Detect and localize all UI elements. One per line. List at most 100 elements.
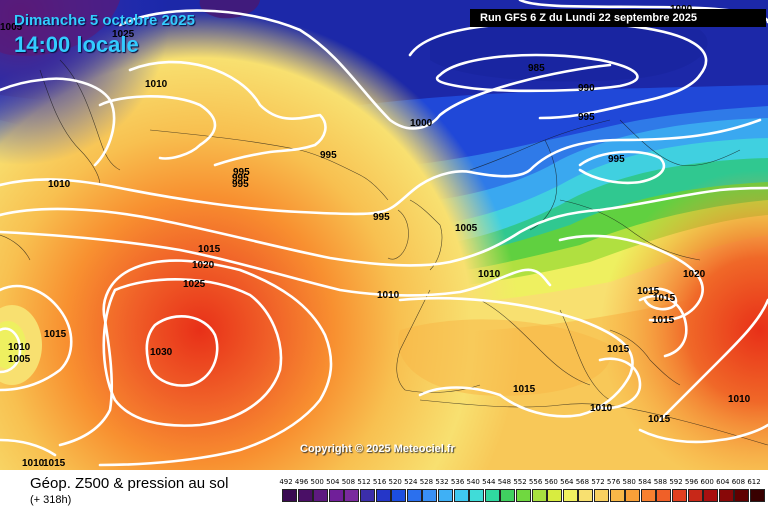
legend-level-label: 556 (528, 478, 543, 486)
pressure-label: 995 (320, 150, 337, 161)
legend-swatch (578, 489, 594, 502)
legend-swatch (453, 489, 469, 502)
legend-swatch (656, 489, 672, 502)
color-legend: 492 496 500 504 508 512 516 520 524 528 532 536 540 5… (279, 478, 765, 510)
legend-level-label: 528 (419, 478, 434, 486)
legend-swatch (718, 489, 734, 502)
pressure-label: 1015 (607, 344, 630, 355)
map-footer: Géop. Z500 & pression au sol (+ 318h) 49… (0, 470, 768, 512)
legend-swatch (375, 489, 391, 502)
legend-level-label: 548 (497, 478, 512, 486)
pressure-label: 1010 (22, 458, 45, 469)
legend-level-label: 612 (747, 478, 761, 486)
pressure-label: 995 (608, 154, 625, 165)
legend-swatch (406, 489, 422, 502)
pressure-label: 1015 (648, 414, 671, 425)
legend-swatch (547, 489, 563, 502)
legend-swatch (625, 489, 641, 502)
legend-level-label: 592 (669, 478, 683, 486)
legend-level-label: 512 (357, 478, 371, 486)
pressure-label: 1010 (478, 269, 501, 280)
legend-level-label: 588 (653, 478, 668, 486)
model-run-label: Run GFS 6 Z du Lundi 22 septembre 2025 (470, 9, 766, 27)
legend-level-label: 520 (388, 478, 402, 486)
legend-level-label: 540 (466, 478, 480, 486)
legend-level-label: 532 (435, 478, 449, 486)
legend-swatch (672, 489, 687, 502)
legend-level-label: 584 (638, 478, 652, 486)
legend-level-label: 552 (513, 478, 527, 486)
pressure-label: 995 (233, 167, 250, 178)
weather-map: 1005 1025 1010 1000 985 990 995 1000 995… (0, 0, 768, 470)
legend-swatch (438, 489, 453, 502)
pressure-label: 1015 (44, 329, 67, 340)
legend-swatch (594, 489, 609, 502)
legend-swatch (500, 489, 516, 502)
legend-level-label: 572 (591, 478, 605, 486)
legend-swatch (562, 489, 578, 502)
legend-level-label: 504 (326, 478, 340, 486)
pressure-label: 1010 (8, 342, 31, 353)
legend-swatch (687, 489, 703, 502)
pressure-label: 990 (578, 83, 595, 94)
legend-swatch (484, 489, 500, 502)
pressure-label: 1010 (728, 394, 751, 405)
legend-swatch (516, 489, 531, 502)
forecast-local-time: 14:00 locale (14, 32, 139, 57)
legend-swatch (703, 489, 719, 502)
legend-swatch (422, 489, 438, 502)
pressure-label: 1020 (683, 269, 706, 280)
pressure-label: 1005 (0, 22, 23, 33)
legend-level-label: 576 (606, 478, 621, 486)
pressure-label: 1010 (145, 79, 168, 90)
legend-level-label: 536 (450, 478, 465, 486)
legend-level-label: 492 (279, 478, 293, 486)
legend-level-label: 496 (294, 478, 309, 486)
map-title: Géop. Z500 & pression au sol (30, 475, 229, 492)
legend-level-label: 568 (575, 478, 590, 486)
pressure-label: 1015 (653, 293, 676, 304)
pressure-label: 1010 (377, 290, 400, 301)
pressure-label: 995 (373, 212, 390, 223)
legend-level-label: 500 (310, 478, 324, 486)
pressure-label: 995 (232, 179, 249, 190)
legend-swatch (328, 489, 344, 502)
pressure-label: 1005 (455, 223, 478, 234)
pressure-label: 995 (578, 112, 595, 123)
pressure-label: 1015 (652, 315, 675, 326)
legend-level-label: 564 (560, 478, 574, 486)
pressure-label: 1020 (192, 260, 215, 271)
legend-swatch (734, 489, 750, 502)
legend-swatch (750, 489, 765, 502)
legend-level-label: 600 (700, 478, 714, 486)
legend-swatch (313, 489, 329, 502)
pressure-label: 1000 (410, 118, 433, 129)
legend-level-label: 604 (716, 478, 730, 486)
legend-level-label: 608 (731, 478, 746, 486)
pressure-label: 1005 (8, 354, 31, 365)
legend-swatch (344, 489, 360, 502)
legend-swatch (640, 489, 656, 502)
legend-swatch (469, 489, 485, 502)
pressure-label: 1015 (198, 244, 221, 255)
pressure-label: 1010 (48, 179, 71, 190)
pressure-label: 1025 (112, 29, 135, 40)
legend-swatch (531, 489, 547, 502)
legend-level-label: 508 (341, 478, 356, 486)
legend-level-label: 580 (622, 478, 636, 486)
pressure-label: 1015 (637, 286, 660, 297)
legend-swatch (282, 489, 297, 502)
legend-swatch (609, 489, 625, 502)
legend-swatch (391, 489, 407, 502)
forecast-date: Dimanche 5 octobre 2025 (14, 12, 195, 29)
legend-level-label: 596 (684, 478, 699, 486)
pressure-label: 995 (232, 173, 249, 184)
pressure-label: 985 (528, 63, 545, 74)
pressure-label: 1010 (590, 403, 613, 414)
pressure-label: 1025 (183, 279, 206, 290)
legend-swatch (360, 489, 375, 502)
legend-swatch (297, 489, 313, 502)
legend-level-label: 524 (404, 478, 418, 486)
legend-level-label: 560 (544, 478, 558, 486)
copyright-notice: Copyright © 2025 Meteociel.fr (300, 443, 455, 455)
